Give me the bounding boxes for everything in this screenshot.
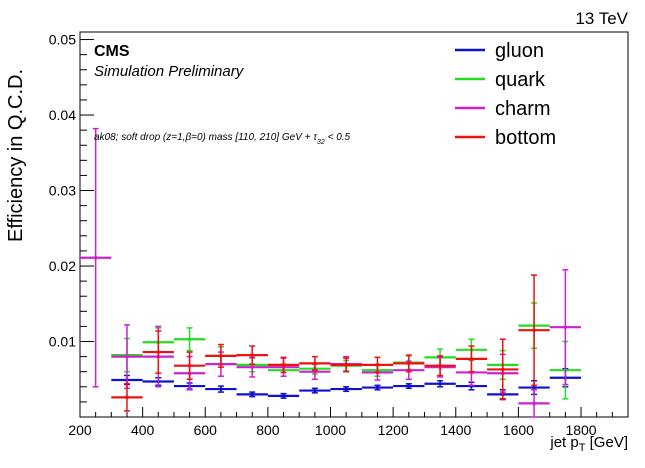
legend-label-charm: charm xyxy=(495,98,551,120)
gluon-marker xyxy=(407,384,411,388)
quark-point xyxy=(173,327,206,352)
experiment-label: CMS xyxy=(94,43,130,60)
gluon-marker xyxy=(375,385,380,390)
charm-point xyxy=(518,389,550,418)
x-tick-label: 200 xyxy=(68,422,92,438)
gluon-point xyxy=(236,391,268,398)
bottom-marker xyxy=(469,357,474,361)
charm-marker xyxy=(563,325,568,329)
charm-point xyxy=(549,269,582,386)
bottom-marker xyxy=(250,353,255,357)
legend-entry-quark: quark xyxy=(455,69,546,91)
legend-label-gluon: gluon xyxy=(495,40,544,62)
x-axis-label-subscript: T xyxy=(579,442,586,454)
bottom-marker xyxy=(375,363,380,367)
charm-marker xyxy=(250,365,255,369)
charm-marker xyxy=(125,354,129,359)
selection-subscript: 32 xyxy=(317,139,325,146)
charm-point xyxy=(111,324,143,390)
gluon-marker xyxy=(281,394,286,398)
gluon-marker xyxy=(532,385,536,390)
series-bottom xyxy=(111,274,550,412)
x-tick-label: 1800 xyxy=(565,422,596,438)
data-series xyxy=(80,127,582,418)
bottom-point xyxy=(142,330,174,374)
legend-label-quark: quark xyxy=(495,69,546,91)
x-tick-label: 600 xyxy=(194,422,218,438)
charm-marker xyxy=(532,401,536,406)
bottom-point xyxy=(330,357,362,373)
x-tick-label: 800 xyxy=(256,422,280,438)
energy-label: 13 TeV xyxy=(575,9,628,28)
x-tick-label: 1000 xyxy=(315,422,346,438)
bottom-marker xyxy=(438,363,442,368)
bottom-marker xyxy=(532,328,536,332)
x-tick-label: 1200 xyxy=(378,422,409,438)
x-axis-label-main: jet p xyxy=(549,434,578,451)
subtitle-label: Simulation Preliminary xyxy=(94,63,245,80)
legend: gluon quark charm bottom xyxy=(455,40,556,149)
selection-text: ak08; soft drop (z=1,β=0) mass [110, 210… xyxy=(94,132,318,143)
y-tick-label: 0.02 xyxy=(49,258,76,274)
charm-marker xyxy=(93,255,98,260)
gluon-point xyxy=(267,392,300,399)
bottom-marker xyxy=(187,363,192,368)
plot-frame xyxy=(79,31,629,418)
gluon-marker xyxy=(344,387,348,391)
gluon-marker xyxy=(313,388,317,393)
y-tick-label: 0.03 xyxy=(49,183,76,199)
y-tick-label: 0.05 xyxy=(49,32,76,48)
bottom-marker xyxy=(156,350,161,354)
gluon-point xyxy=(424,380,456,388)
bottom-marker xyxy=(407,361,411,366)
y-tick-label: 0.01 xyxy=(49,334,76,350)
gluon-point xyxy=(330,386,362,393)
bottom-point xyxy=(173,351,206,381)
selection-tail: < 0.5 xyxy=(325,132,351,143)
legend-entry-charm: charm xyxy=(455,98,551,120)
gluon-point xyxy=(299,387,331,394)
axis-ticks: 200 400 600 800 1000 1200 1400 1600 1800 0.01 0.02… xyxy=(49,32,613,438)
quark-marker xyxy=(187,337,192,342)
x-tick-label: 1600 xyxy=(503,422,534,438)
selection-label: ak08; soft drop (z=1,β=0) mass [110, 210… xyxy=(94,132,351,146)
bottom-point xyxy=(455,345,488,373)
bottom-marker xyxy=(219,354,223,358)
y-axis-label: Efficiency in Q.C.D. xyxy=(5,69,27,242)
bottom-point xyxy=(299,355,331,371)
gluon-point xyxy=(361,384,394,391)
bottom-marker xyxy=(344,363,348,367)
gluon-point xyxy=(205,385,237,393)
charm-point xyxy=(80,127,112,388)
y-tick-label: 0.04 xyxy=(49,107,76,123)
x-tick-label: 1400 xyxy=(440,422,471,438)
bottom-point xyxy=(424,355,456,377)
bottom-point xyxy=(205,343,237,368)
bottom-marker xyxy=(500,367,505,372)
bottom-point xyxy=(518,274,550,387)
x-axis-label-unit: [GeV] xyxy=(585,434,628,451)
bottom-point xyxy=(393,354,425,373)
bottom-point xyxy=(267,356,300,374)
series-charm xyxy=(80,127,582,418)
bottom-point xyxy=(487,338,519,401)
bottom-marker xyxy=(313,361,317,366)
bottom-point xyxy=(361,356,394,374)
bottom-marker xyxy=(281,363,286,367)
gluon-point xyxy=(393,383,425,390)
legend-label-bottom: bottom xyxy=(495,127,556,149)
gluon-marker xyxy=(219,387,223,391)
series-quark xyxy=(111,302,582,400)
gluon-marker xyxy=(250,392,255,397)
bottom-marker xyxy=(125,395,129,400)
x-axis-label: jet pT [GeV] xyxy=(549,434,628,454)
legend-entry-gluon: gluon xyxy=(455,40,544,62)
x-tick-label: 400 xyxy=(131,422,155,438)
legend-entry-bottom: bottom xyxy=(455,127,556,149)
bottom-point xyxy=(111,383,143,412)
gluon-marker xyxy=(438,381,442,386)
bottom-point xyxy=(236,345,268,365)
